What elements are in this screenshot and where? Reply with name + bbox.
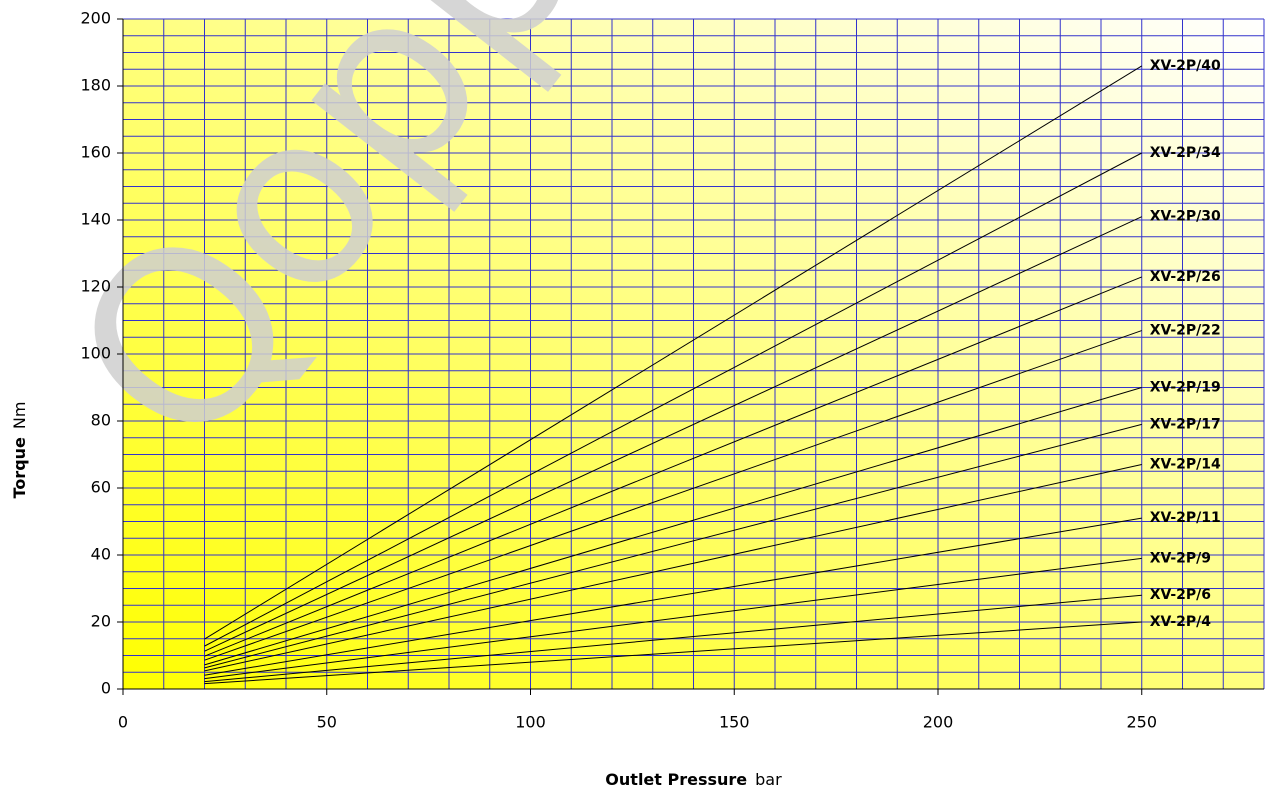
y-tick-label: 40 bbox=[91, 545, 111, 564]
line-label: XV-2P/34 bbox=[1150, 145, 1221, 161]
y-tick-label: 20 bbox=[91, 612, 111, 631]
x-tick-label: 200 bbox=[923, 713, 954, 732]
x-tick-label: 0 bbox=[118, 713, 128, 732]
y-title: Torque bbox=[10, 437, 29, 499]
x-tick-label: 100 bbox=[515, 713, 546, 732]
y-tick-label: 100 bbox=[80, 344, 111, 363]
x-tick-label: 150 bbox=[719, 713, 750, 732]
y-tick-label: 0 bbox=[101, 679, 111, 698]
series-line bbox=[204, 65, 1143, 640]
y-tick-label: 120 bbox=[80, 277, 111, 296]
x-tick-label: 50 bbox=[317, 713, 337, 732]
line-label: XV-2P/26 bbox=[1150, 269, 1221, 285]
y-tick-label: 180 bbox=[80, 76, 111, 95]
y-tick-label: 160 bbox=[80, 143, 111, 162]
y-tick-label: 80 bbox=[91, 411, 111, 430]
line-label: XV-2P/4 bbox=[1150, 614, 1212, 630]
line-label: XV-2P/30 bbox=[1150, 209, 1221, 225]
x-title: Outlet Pressure bbox=[605, 770, 747, 789]
y-tick-label: 200 bbox=[80, 9, 111, 28]
series-line bbox=[204, 557, 1142, 680]
series-line bbox=[204, 216, 1142, 652]
x-unit: bar bbox=[755, 770, 782, 789]
series-line bbox=[204, 594, 1142, 683]
line-label: XV-2P/22 bbox=[1150, 323, 1221, 339]
y-tick-label: 60 bbox=[91, 478, 111, 497]
line-label: XV-2P/9 bbox=[1150, 550, 1211, 566]
series-line bbox=[204, 330, 1142, 661]
x-axis-title: Outlet Pressure bar bbox=[605, 770, 782, 789]
line-label: XV-2P/19 bbox=[1150, 380, 1221, 396]
line-label: XV-2P/6 bbox=[1150, 587, 1211, 603]
y-tick-label: 140 bbox=[80, 210, 111, 229]
line-label: XV-2P/17 bbox=[1150, 416, 1221, 432]
series-line bbox=[204, 152, 1142, 647]
line-label: XV-2P/11 bbox=[1150, 510, 1221, 526]
plot: XV-2P/40 XV-2P/34 XV-2P/30 XV-2P/26 XV-2P/22… bbox=[204, 58, 1221, 685]
series-line bbox=[204, 517, 1142, 676]
line-label: XV-2P/14 bbox=[1150, 457, 1221, 473]
x-tick-label: 250 bbox=[1126, 713, 1157, 732]
series-line bbox=[204, 387, 1142, 666]
y-unit: Nm bbox=[10, 402, 29, 430]
series-line bbox=[204, 276, 1142, 657]
line-label: XV-2P/40 bbox=[1150, 58, 1221, 74]
grid bbox=[122, 18, 1265, 690]
y-axis-title: Torque Nm bbox=[10, 402, 29, 499]
series-line bbox=[204, 621, 1142, 685]
series-line bbox=[204, 464, 1142, 672]
series-line bbox=[204, 423, 1142, 669]
